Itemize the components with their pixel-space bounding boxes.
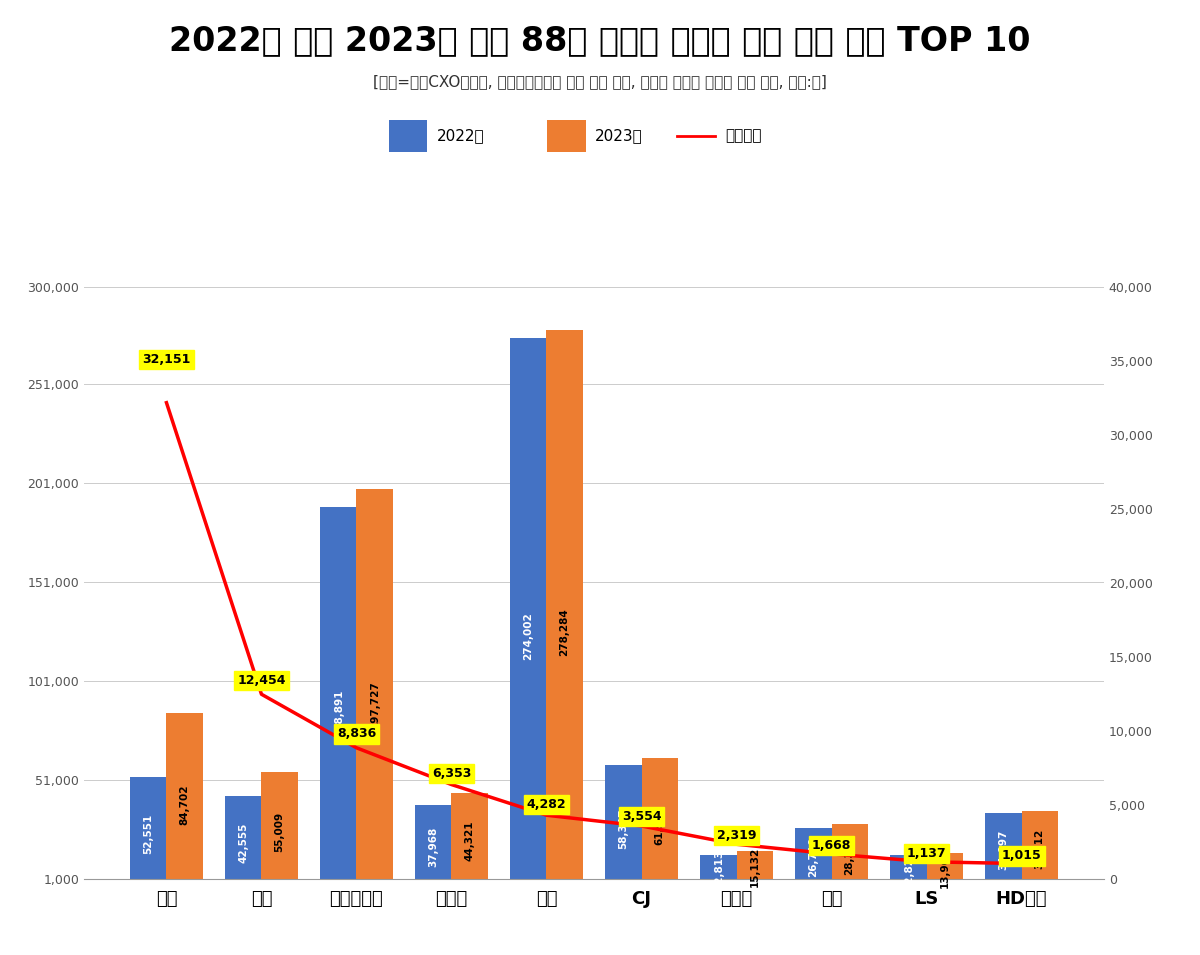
Bar <box>131 776 167 881</box>
Text: 52,551: 52,551 <box>144 814 154 854</box>
Text: 84,702: 84,702 <box>180 785 190 825</box>
Bar <box>890 855 926 881</box>
Text: 42,555: 42,555 <box>239 822 248 863</box>
Text: 34,097: 34,097 <box>998 830 1008 870</box>
Text: 197,727: 197,727 <box>370 681 379 729</box>
Text: 2,319: 2,319 <box>716 829 756 842</box>
Bar <box>832 824 868 881</box>
Text: 44,321: 44,321 <box>464 821 474 861</box>
Text: 12,813: 12,813 <box>714 849 724 889</box>
Bar <box>701 856 737 881</box>
Text: 12,454: 12,454 <box>238 674 286 687</box>
Bar <box>320 506 356 881</box>
Text: 37,968: 37,968 <box>428 827 438 867</box>
Text: 188,891: 188,891 <box>334 689 343 736</box>
Text: 26,710: 26,710 <box>809 837 818 877</box>
Bar <box>606 765 642 881</box>
Text: [자료=한국CXO연구소, 공정거래위원회 공시 자료 참조, 노란색 박스안 수치는 증가 인원, 단위:명]: [자료=한국CXO연구소, 공정거래위원회 공시 자료 참조, 노란색 박스안 … <box>373 74 827 89</box>
Bar <box>510 338 546 881</box>
Text: 1,668: 1,668 <box>812 839 851 852</box>
Text: 12,823: 12,823 <box>904 849 913 889</box>
Bar <box>262 772 298 881</box>
Text: 274,002: 274,002 <box>523 612 534 660</box>
Bar <box>1021 811 1057 881</box>
Text: 4,282: 4,282 <box>527 797 566 811</box>
Bar <box>167 712 203 881</box>
Text: 58,347: 58,347 <box>618 808 629 849</box>
Text: 13,960: 13,960 <box>940 848 949 888</box>
Text: 15,132: 15,132 <box>750 847 760 887</box>
Text: 32,151: 32,151 <box>143 352 191 366</box>
Text: 55,009: 55,009 <box>275 812 284 852</box>
Bar <box>451 793 487 881</box>
Text: 28,378: 28,378 <box>845 835 854 876</box>
Text: 6,353: 6,353 <box>432 767 472 780</box>
Text: 증가인원: 증가인원 <box>725 129 761 143</box>
Bar <box>926 853 962 881</box>
Bar <box>226 796 262 881</box>
Bar <box>546 329 582 881</box>
Bar <box>415 805 451 881</box>
Text: 61,901: 61,901 <box>654 805 665 845</box>
Text: 2022년 대비 2023년 기준 88개 대기업 집단별 고용 증가 상위 TOP 10: 2022년 대비 2023년 기준 88개 대기업 집단별 고용 증가 상위 T… <box>169 24 1031 57</box>
Bar <box>737 851 773 881</box>
Text: 8,836: 8,836 <box>337 728 376 740</box>
Bar <box>642 758 678 881</box>
Bar <box>356 489 392 881</box>
Bar <box>389 120 427 152</box>
Text: 2023년: 2023년 <box>595 129 643 143</box>
Text: 3,554: 3,554 <box>622 810 661 823</box>
Text: 2022년: 2022년 <box>437 129 485 143</box>
Bar <box>985 813 1021 881</box>
Text: 35,112: 35,112 <box>1034 829 1044 869</box>
Text: 1,137: 1,137 <box>907 847 947 860</box>
Bar <box>547 120 586 152</box>
Bar <box>796 828 832 881</box>
Text: 1,015: 1,015 <box>1002 849 1042 862</box>
Text: 278,284: 278,284 <box>559 608 570 656</box>
